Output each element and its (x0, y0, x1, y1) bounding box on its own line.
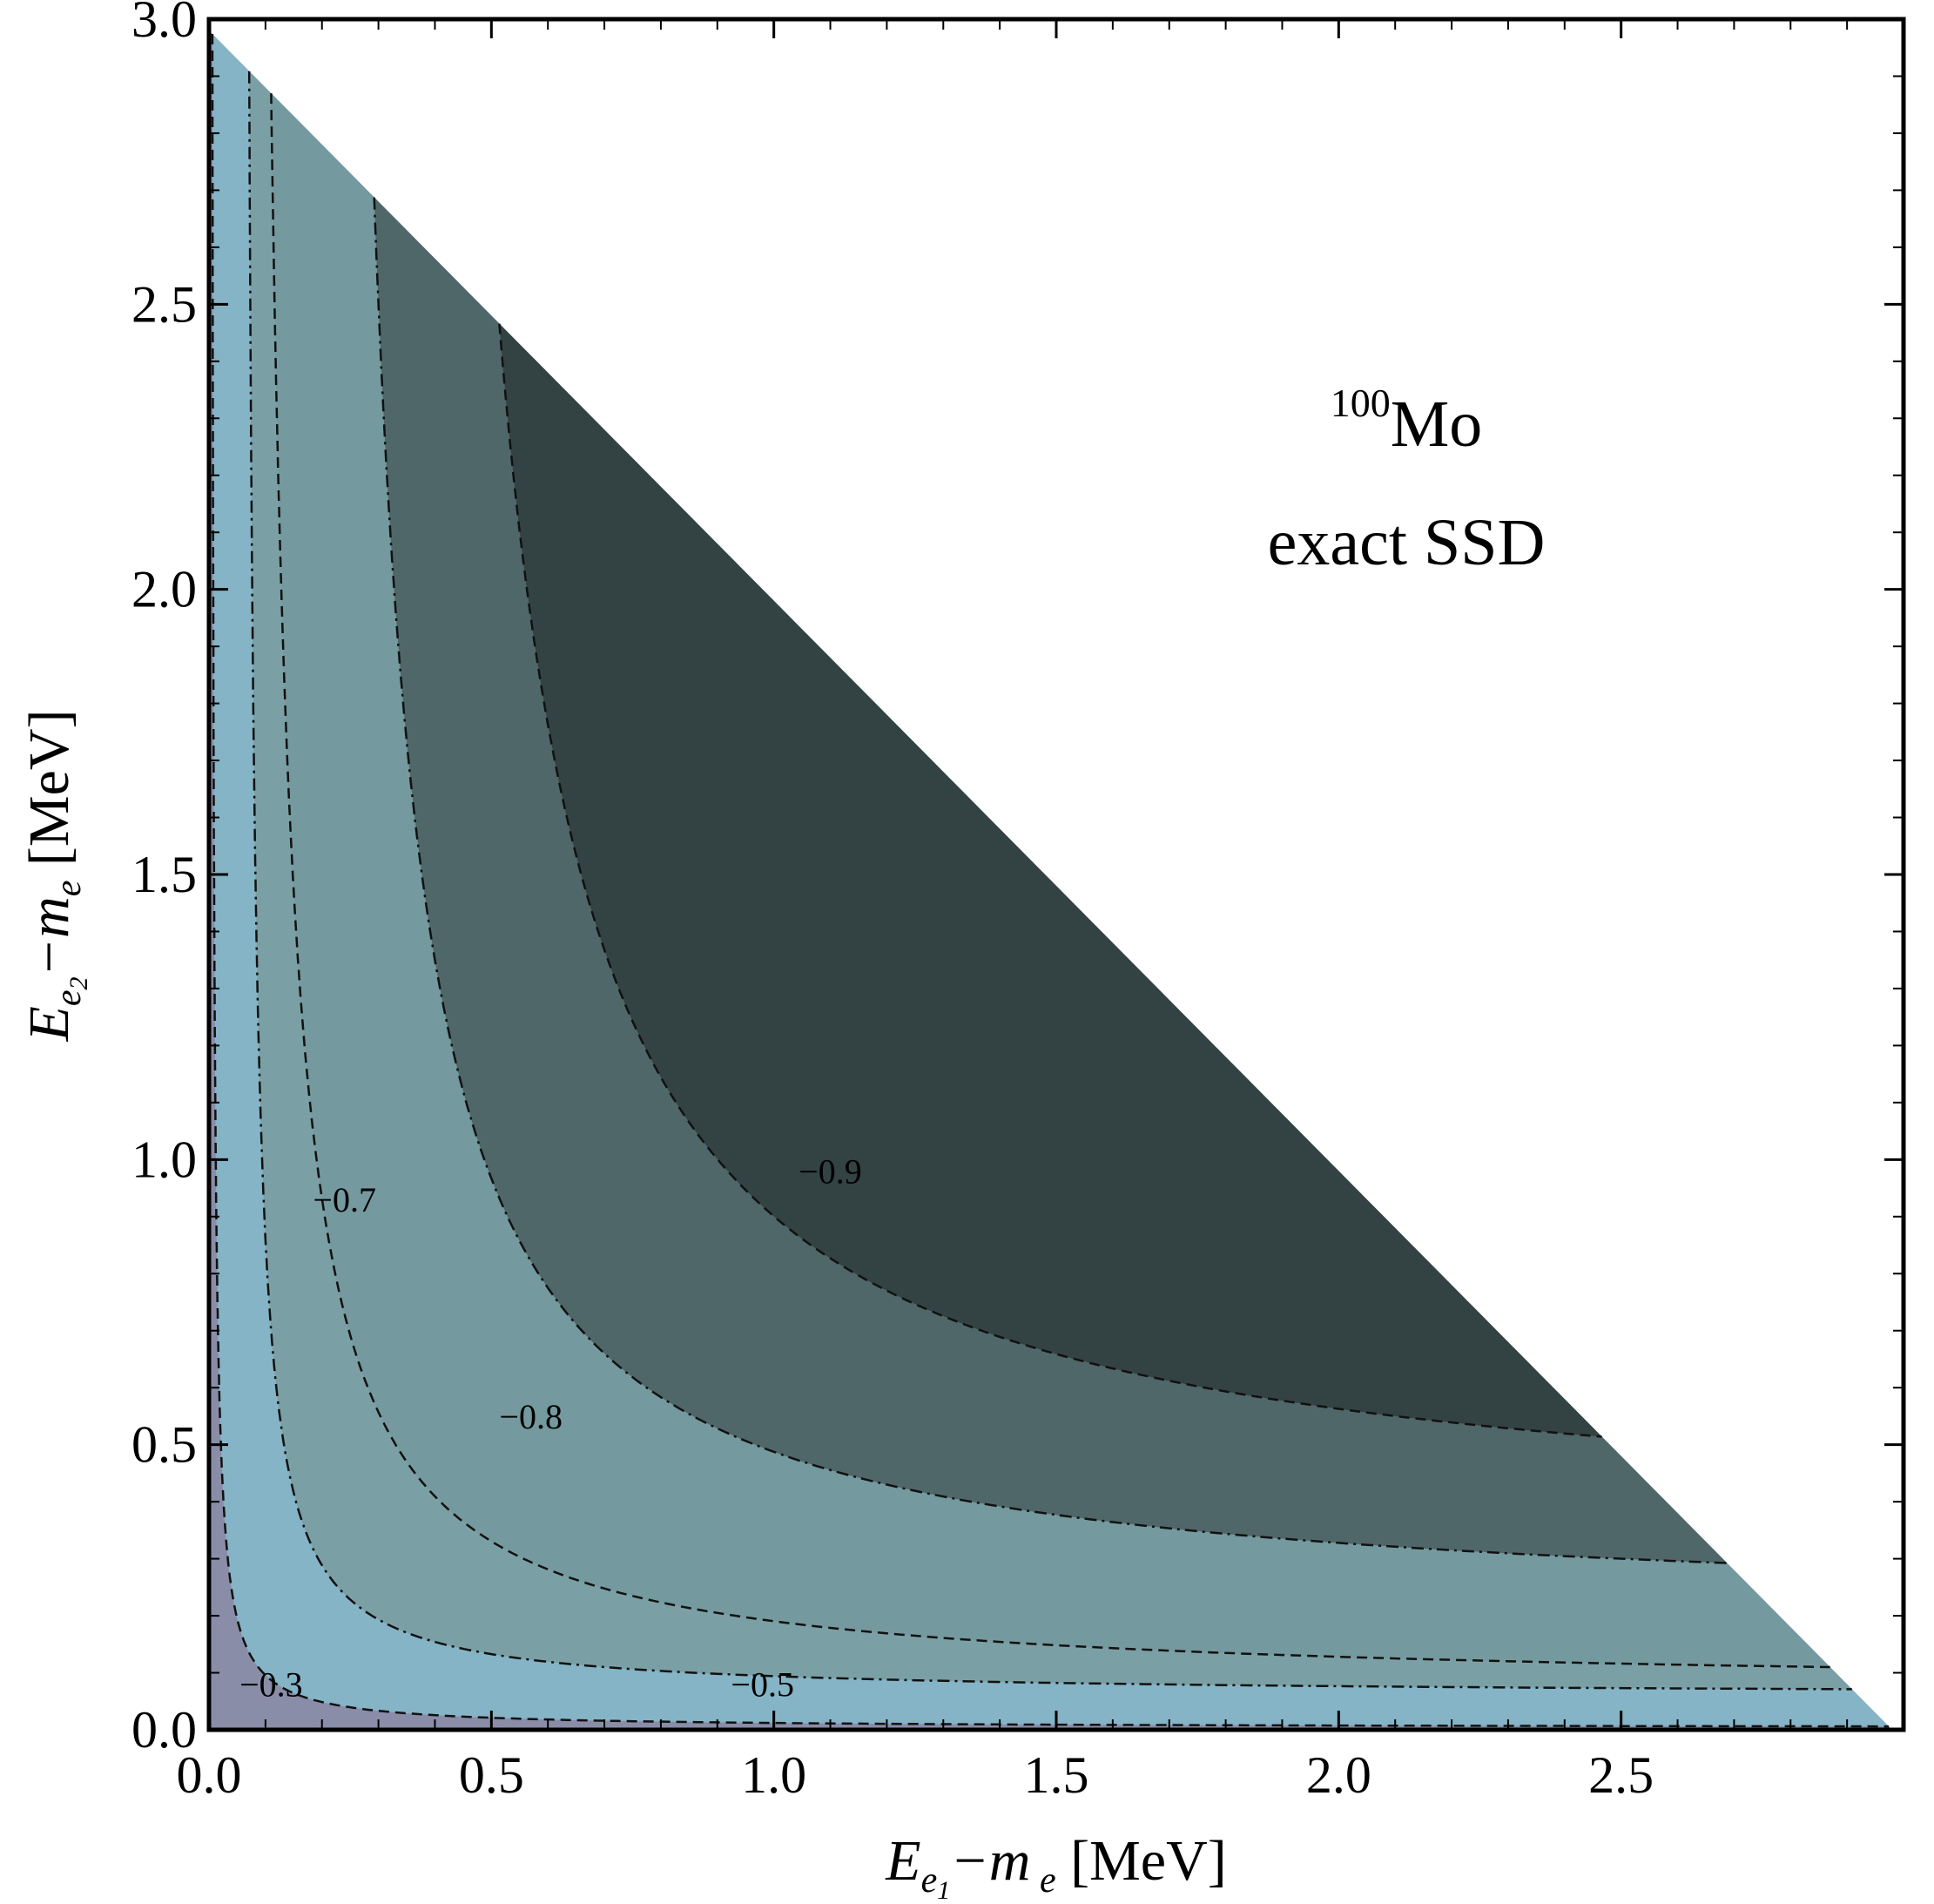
contour-line (373, 197, 1728, 1564)
x-tick-label: 2.0 (1306, 1746, 1371, 1804)
x-title-minus-m: −m (950, 1829, 1030, 1893)
contour-regions (209, 30, 1892, 1730)
contour-labels: −0.3 −0.5 −0.7 −0.8 −0.9 (239, 1151, 862, 1704)
x-title-m-sub: e (1030, 1860, 1055, 1900)
y-tick-label: 2.5 (131, 275, 197, 333)
contour-label: −0.8 (499, 1397, 563, 1436)
x-axis-title: Ee1−m e [MeV] (885, 1829, 1226, 1900)
contour-lines (211, 33, 1890, 1728)
y-title-m-sub: e (49, 881, 89, 897)
annotation-isotope: 100Mo (1331, 381, 1483, 461)
annotation-mass-number: 100 (1331, 381, 1391, 425)
y-tick-label: 0.5 (131, 1416, 197, 1474)
y-tick-label: 2.0 (131, 561, 197, 618)
x-tick-label: 1.5 (1024, 1746, 1089, 1804)
y-title-minus-m: −m (17, 896, 81, 976)
contour-line (211, 33, 1890, 1728)
contour-line (270, 93, 1830, 1669)
y-tick-label: 3.0 (131, 0, 197, 48)
contour-line (247, 71, 1852, 1691)
x-title-e: E (885, 1829, 920, 1893)
contour-label: −0.3 (239, 1665, 303, 1705)
y-tick-label: 1.0 (131, 1131, 197, 1188)
y-title-e: E (17, 1006, 81, 1042)
x-tick-label: 2.5 (1588, 1746, 1654, 1804)
contour-region (499, 323, 1602, 1437)
contour-label: −0.5 (731, 1665, 794, 1705)
y-title-sub1: e (49, 989, 89, 1006)
y-axis-title: Ee2−me [MeV] (17, 710, 93, 1043)
contour-line (498, 323, 1602, 1438)
y-tick-label: 1.5 (131, 846, 197, 903)
y-tick-label: 0.0 (131, 1701, 197, 1759)
axis-ticks: 0.0 0.5 1.0 1.5 2.0 2.5 0.0 0.5 1.0 1.5 2.0 2.5 3.0 (131, 0, 1904, 1804)
y-title-unit: [MeV] (17, 710, 81, 881)
x-tick-label: 0.0 (177, 1746, 242, 1804)
contour-label: −0.9 (799, 1151, 862, 1191)
x-title-sub2: 1 (937, 1876, 950, 1900)
x-title-unit: [MeV] (1056, 1829, 1227, 1893)
annotation-method: exact SSD (1268, 506, 1546, 579)
contour-label: −0.7 (313, 1180, 376, 1219)
x-tick-label: 0.5 (459, 1746, 524, 1804)
x-title-sub1: e (921, 1860, 938, 1900)
x-tick-label: 1.0 (741, 1746, 806, 1804)
y-title-sub2: 2 (64, 976, 93, 989)
annotation-element: Mo (1391, 388, 1483, 461)
